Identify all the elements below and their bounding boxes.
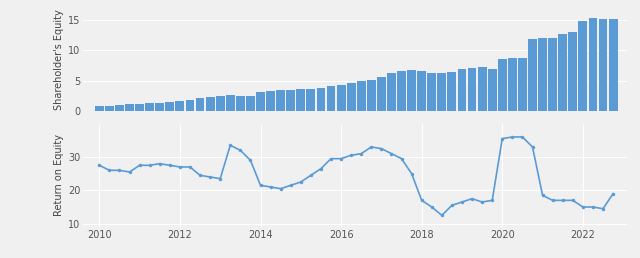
Bar xyxy=(266,91,275,111)
Bar xyxy=(256,92,265,111)
Y-axis label: Return on Equity: Return on Equity xyxy=(54,134,64,216)
Bar xyxy=(236,96,244,111)
Bar xyxy=(196,98,205,111)
Bar xyxy=(367,79,376,111)
Bar xyxy=(538,38,547,111)
Bar xyxy=(226,95,235,111)
Bar xyxy=(357,81,365,111)
Bar xyxy=(437,74,446,111)
Bar xyxy=(498,59,507,111)
Bar xyxy=(428,73,436,111)
Bar xyxy=(205,97,214,111)
Bar xyxy=(387,74,396,111)
Bar xyxy=(407,70,416,111)
Bar xyxy=(508,58,516,111)
Bar xyxy=(468,68,477,111)
Bar xyxy=(105,106,114,111)
Bar xyxy=(276,91,285,111)
Y-axis label: Shareholder's Equity: Shareholder's Equity xyxy=(54,9,64,110)
Bar xyxy=(477,67,486,111)
Bar xyxy=(307,89,316,111)
Bar xyxy=(609,19,618,111)
Bar xyxy=(175,101,184,111)
Bar xyxy=(326,86,335,111)
Bar xyxy=(579,21,588,111)
Bar xyxy=(347,83,356,111)
Bar xyxy=(447,72,456,111)
Bar xyxy=(337,85,346,111)
Bar xyxy=(417,71,426,111)
Bar xyxy=(558,34,567,111)
Bar xyxy=(95,106,104,111)
Bar xyxy=(296,89,305,111)
Bar xyxy=(115,105,124,111)
Bar xyxy=(397,71,406,111)
Bar xyxy=(377,77,386,111)
Bar xyxy=(165,102,174,111)
Bar xyxy=(518,58,527,111)
Bar xyxy=(135,104,144,111)
Bar xyxy=(598,19,607,111)
Bar xyxy=(568,32,577,111)
Bar xyxy=(589,18,597,111)
Bar xyxy=(548,38,557,111)
Bar xyxy=(246,96,255,111)
Bar xyxy=(125,104,134,111)
Bar xyxy=(145,103,154,111)
Bar xyxy=(528,39,537,111)
Bar xyxy=(186,100,195,111)
Bar xyxy=(488,69,497,111)
Bar xyxy=(286,90,295,111)
Bar xyxy=(458,69,467,111)
Bar xyxy=(216,96,225,111)
Bar xyxy=(317,88,325,111)
Bar xyxy=(156,103,164,111)
